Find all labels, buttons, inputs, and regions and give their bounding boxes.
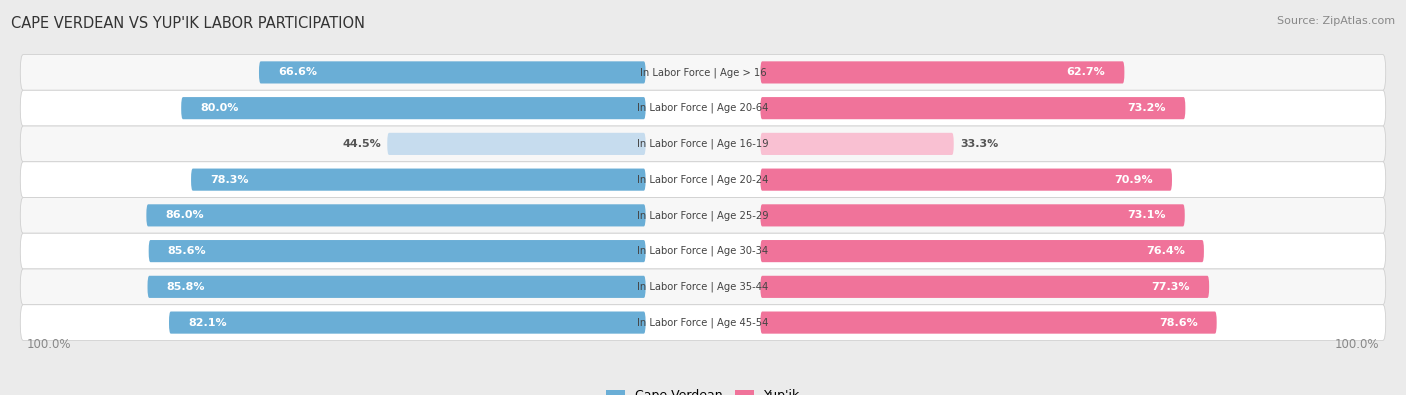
FancyBboxPatch shape — [761, 133, 953, 155]
FancyBboxPatch shape — [169, 312, 645, 334]
Text: In Labor Force | Age 20-64: In Labor Force | Age 20-64 — [637, 103, 769, 113]
Text: Source: ZipAtlas.com: Source: ZipAtlas.com — [1277, 16, 1395, 26]
Text: In Labor Force | Age 20-24: In Labor Force | Age 20-24 — [637, 174, 769, 185]
Text: 73.1%: 73.1% — [1128, 211, 1166, 220]
Text: 44.5%: 44.5% — [342, 139, 381, 149]
FancyBboxPatch shape — [761, 169, 1173, 191]
FancyBboxPatch shape — [20, 233, 1386, 269]
FancyBboxPatch shape — [146, 204, 645, 226]
FancyBboxPatch shape — [149, 240, 645, 262]
Text: 73.2%: 73.2% — [1128, 103, 1166, 113]
FancyBboxPatch shape — [20, 55, 1386, 90]
Text: In Labor Force | Age > 16: In Labor Force | Age > 16 — [640, 67, 766, 78]
FancyBboxPatch shape — [761, 240, 1204, 262]
FancyBboxPatch shape — [20, 269, 1386, 305]
Text: 100.0%: 100.0% — [27, 338, 72, 351]
Text: 62.7%: 62.7% — [1067, 68, 1105, 77]
FancyBboxPatch shape — [148, 276, 645, 298]
FancyBboxPatch shape — [20, 198, 1386, 233]
FancyBboxPatch shape — [387, 133, 645, 155]
FancyBboxPatch shape — [20, 305, 1386, 340]
Text: In Labor Force | Age 25-29: In Labor Force | Age 25-29 — [637, 210, 769, 221]
FancyBboxPatch shape — [20, 90, 1386, 126]
Legend: Cape Verdean, Yup'ik: Cape Verdean, Yup'ik — [600, 384, 806, 395]
Text: 76.4%: 76.4% — [1146, 246, 1185, 256]
Text: 66.6%: 66.6% — [278, 68, 318, 77]
FancyBboxPatch shape — [761, 61, 1125, 83]
Text: In Labor Force | Age 30-34: In Labor Force | Age 30-34 — [637, 246, 769, 256]
Text: 86.0%: 86.0% — [166, 211, 204, 220]
FancyBboxPatch shape — [20, 126, 1386, 162]
Text: In Labor Force | Age 16-19: In Labor Force | Age 16-19 — [637, 139, 769, 149]
Text: In Labor Force | Age 35-44: In Labor Force | Age 35-44 — [637, 282, 769, 292]
Text: 77.3%: 77.3% — [1152, 282, 1189, 292]
FancyBboxPatch shape — [761, 312, 1216, 334]
Text: 80.0%: 80.0% — [200, 103, 239, 113]
FancyBboxPatch shape — [259, 61, 645, 83]
FancyBboxPatch shape — [761, 204, 1185, 226]
Text: 70.9%: 70.9% — [1114, 175, 1153, 184]
FancyBboxPatch shape — [181, 97, 645, 119]
FancyBboxPatch shape — [191, 169, 645, 191]
FancyBboxPatch shape — [20, 162, 1386, 198]
Text: In Labor Force | Age 45-54: In Labor Force | Age 45-54 — [637, 317, 769, 328]
Text: 82.1%: 82.1% — [188, 318, 226, 327]
Text: 33.3%: 33.3% — [960, 139, 998, 149]
Text: 78.3%: 78.3% — [211, 175, 249, 184]
Text: 78.6%: 78.6% — [1159, 318, 1198, 327]
Text: 85.6%: 85.6% — [167, 246, 207, 256]
Text: 85.8%: 85.8% — [167, 282, 205, 292]
Text: 100.0%: 100.0% — [1334, 338, 1379, 351]
FancyBboxPatch shape — [761, 97, 1185, 119]
Text: CAPE VERDEAN VS YUP'IK LABOR PARTICIPATION: CAPE VERDEAN VS YUP'IK LABOR PARTICIPATI… — [11, 16, 366, 31]
FancyBboxPatch shape — [761, 276, 1209, 298]
